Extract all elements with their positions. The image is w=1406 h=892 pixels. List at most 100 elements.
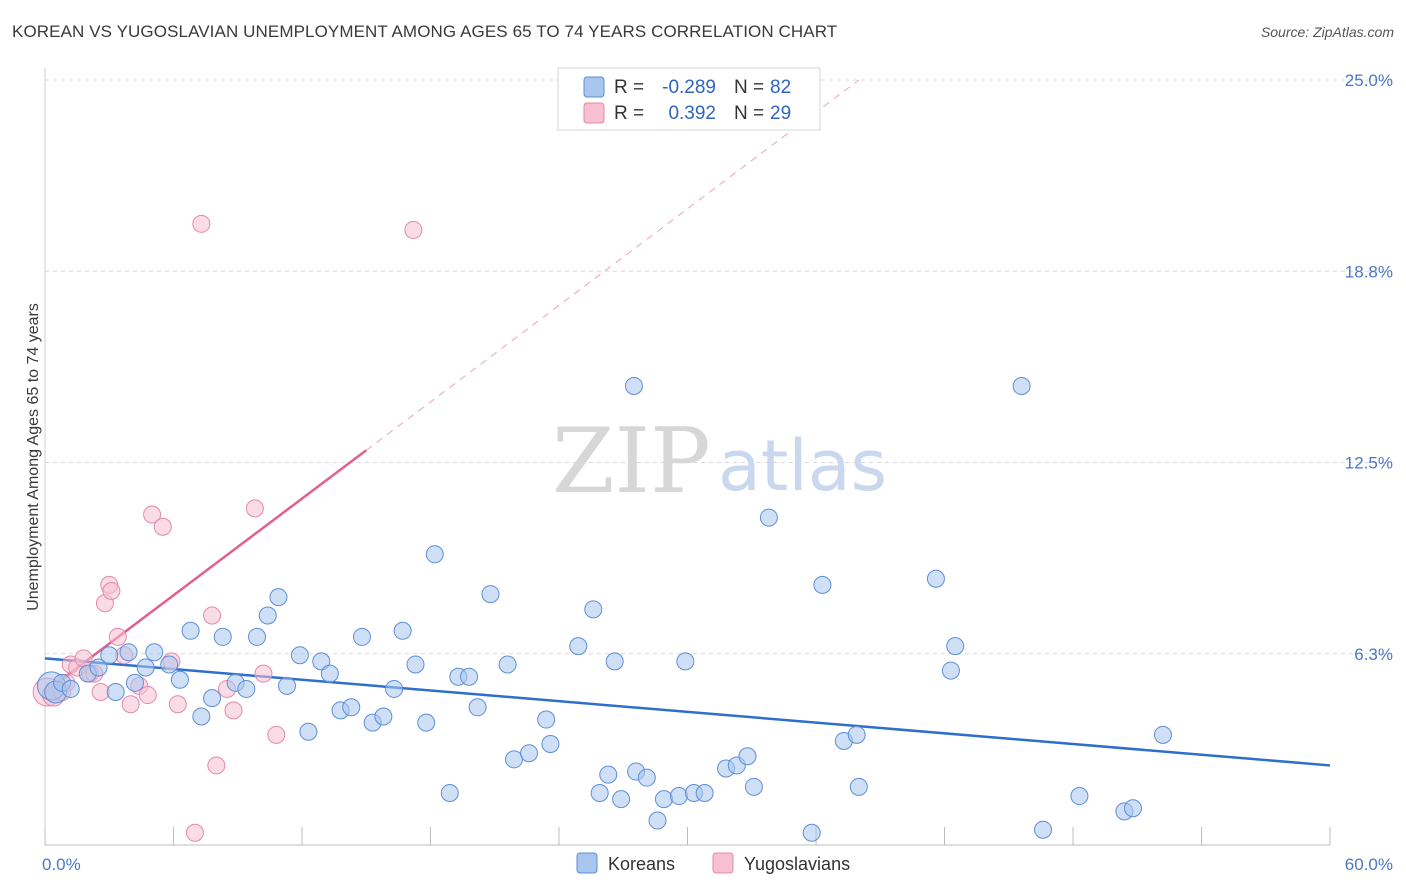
point-korean <box>425 545 444 564</box>
point-korean <box>498 655 517 674</box>
point-korean <box>612 790 631 809</box>
chart-title: KOREAN VS YUGOSLAVIAN UNEMPLOYMENT AMONG… <box>12 22 838 41</box>
point-korean <box>203 689 222 708</box>
point-yugoslavian <box>185 823 204 842</box>
point-yugoslavian <box>168 695 187 714</box>
y-tick-label: 6.3% <box>1354 645 1393 664</box>
point-korean <box>584 600 603 619</box>
point-korean <box>468 698 487 717</box>
y-tick-label: 12.5% <box>1345 454 1393 473</box>
point-korean <box>290 646 309 665</box>
grid-layer <box>45 79 1392 655</box>
legend-swatch-yugoslavians <box>583 102 605 124</box>
point-yugoslavian <box>224 701 243 720</box>
point-korean <box>192 707 211 726</box>
axes-layer <box>44 68 1331 846</box>
point-korean <box>125 673 144 692</box>
y-tick-label: 25.0% <box>1345 71 1393 90</box>
point-korean <box>590 783 609 802</box>
point-korean <box>170 670 189 689</box>
point-yugoslavian <box>254 664 273 683</box>
ticks-layer: 6.3% 12.5% 18.8% 25.0% 0.0% 60.0% <box>42 71 1393 874</box>
point-korean <box>569 637 588 656</box>
point-korean <box>100 646 119 665</box>
legend-n-value: 82 <box>770 77 791 98</box>
source-credit: Source: ZipAtlas.com <box>1260 24 1394 40</box>
point-korean <box>1012 377 1031 395</box>
point-korean <box>847 725 866 744</box>
point-korean <box>599 765 618 784</box>
legend-n-label: N = <box>734 103 764 124</box>
point-yugoslavian <box>138 686 157 705</box>
point-korean <box>759 508 778 527</box>
point-korean <box>654 790 673 809</box>
x-tick-label-max: 60.0% <box>1345 855 1393 874</box>
point-korean <box>299 722 318 741</box>
legend-r-label: R = <box>614 103 644 124</box>
point-korean <box>417 713 436 732</box>
point-korean <box>460 667 479 686</box>
point-yugoslavian <box>143 505 162 524</box>
point-korean <box>145 643 164 662</box>
trendline-yugoslavians <box>44 449 368 693</box>
point-korean <box>269 588 288 607</box>
point-korean <box>393 621 412 640</box>
point-korean <box>374 707 393 726</box>
point-korean <box>695 783 714 802</box>
point-korean <box>941 661 960 680</box>
point-korean <box>258 606 277 625</box>
point-korean <box>320 664 339 683</box>
point-korean <box>1153 725 1172 744</box>
bottom-legend-swatch-yugoslavians <box>712 852 734 874</box>
point-korean <box>160 655 179 674</box>
point-korean <box>813 575 832 594</box>
point-korean <box>342 698 361 717</box>
legend-r-label: R = <box>614 77 644 98</box>
y-tick-label: 18.8% <box>1345 262 1393 281</box>
point-korean <box>505 750 524 769</box>
trendline-yugoslavians-extension <box>365 79 860 451</box>
point-korean <box>676 652 695 671</box>
point-korean <box>648 811 667 830</box>
point-yugoslavian <box>245 499 264 518</box>
point-korean <box>624 377 643 395</box>
point-yugoslavian <box>207 756 226 775</box>
bottom-legend-label-koreans: Koreans <box>608 854 675 874</box>
point-korean <box>237 679 256 698</box>
point-yugoslavian <box>121 695 140 714</box>
point-korean <box>1034 820 1053 839</box>
point-korean <box>248 627 267 646</box>
point-korean <box>541 735 560 754</box>
point-korean <box>213 627 232 646</box>
points-layer <box>32 214 1172 842</box>
point-korean <box>669 787 688 806</box>
x-tick-label-min: 0.0% <box>42 855 81 874</box>
point-yugoslavian <box>91 683 110 701</box>
point-korean <box>352 627 371 646</box>
point-yugoslavian <box>404 220 423 239</box>
point-korean <box>89 658 108 677</box>
legend-swatch-koreans <box>583 76 605 98</box>
point-korean <box>849 777 868 796</box>
watermark: ZIP atlas <box>552 409 887 514</box>
y-axis-label: Unemployment Among Ages 65 to 74 years <box>25 303 42 611</box>
point-korean <box>385 679 404 698</box>
point-korean <box>520 744 539 763</box>
legend-r-value: 0.392 <box>668 103 716 124</box>
point-korean <box>481 585 500 604</box>
series-legend: Koreans Yugoslavians <box>576 852 850 874</box>
point-yugoslavian <box>102 582 121 601</box>
watermark-zip: ZIP <box>552 409 711 514</box>
point-korean <box>136 658 155 677</box>
point-korean <box>1123 799 1142 818</box>
point-korean <box>61 679 80 698</box>
point-yugoslavian <box>192 214 211 233</box>
point-korean <box>106 683 125 701</box>
point-korean <box>738 747 757 766</box>
point-yugoslavian <box>74 649 93 668</box>
point-yugoslavian <box>267 725 286 744</box>
legend-r-value: -0.289 <box>662 77 716 98</box>
legend-n-value: 29 <box>770 103 791 124</box>
point-korean <box>605 652 624 671</box>
